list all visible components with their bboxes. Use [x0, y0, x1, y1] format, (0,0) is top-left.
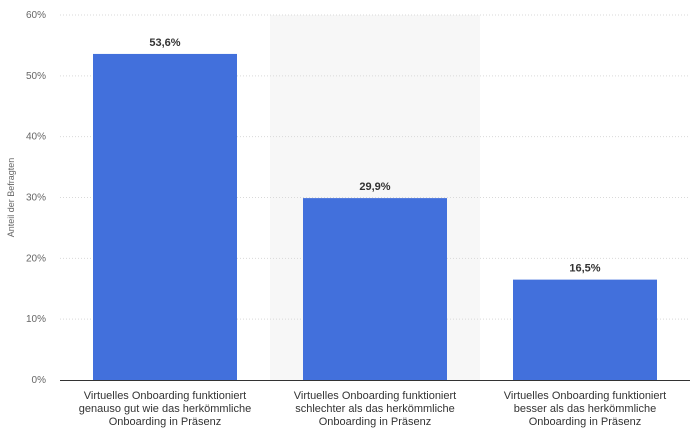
y-tick-label: 10% — [26, 314, 46, 325]
bar — [513, 279, 657, 380]
y-tick-label: 60% — [26, 10, 46, 21]
category-labels: Virtuelles Onboarding funktioniert genaus… — [79, 390, 666, 428]
y-tick-label: 30% — [26, 193, 46, 204]
data-label: 53,6% — [149, 37, 180, 49]
y-axis-title: Anteil der Befragten — [6, 158, 16, 238]
bar — [93, 53, 237, 380]
category-label: Virtuelles Onboarding funktioniert schlec… — [294, 390, 456, 428]
category-label: Virtuelles Onboarding funktioniert besser… — [504, 390, 666, 428]
category-label: Virtuelles Onboarding funktioniert genaus… — [79, 390, 251, 428]
y-axis-ticks: 0% 10% 20% 30% 40% 50% 60% — [26, 10, 46, 386]
data-labels: 53,6% 29,9% 16,5% — [149, 37, 600, 275]
bars — [93, 53, 657, 380]
y-tick-label: 20% — [26, 253, 46, 264]
y-tick-label: 50% — [26, 71, 46, 82]
bar — [303, 198, 447, 380]
data-label: 16,5% — [569, 263, 600, 275]
y-tick-label: 40% — [26, 132, 46, 143]
y-tick-label: 0% — [32, 375, 47, 386]
data-label: 29,9% — [359, 181, 390, 193]
